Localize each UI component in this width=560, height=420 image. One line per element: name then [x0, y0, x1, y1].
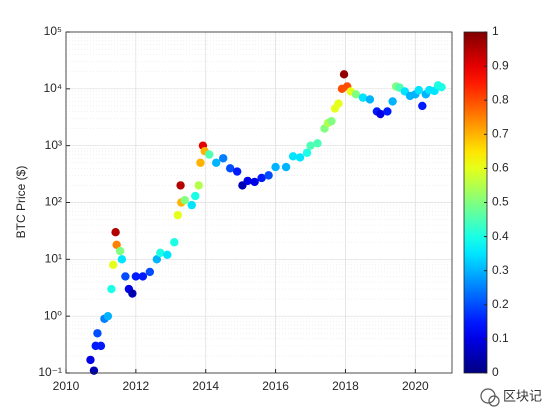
x-tick-label: 2016: [262, 379, 289, 393]
point: [271, 162, 280, 172]
y-tick-label: 10⁰: [44, 308, 62, 322]
point: [111, 228, 120, 237]
point: [128, 289, 137, 298]
point: [103, 311, 113, 321]
watermark-icon: [488, 395, 500, 407]
point: [176, 181, 185, 190]
point: [218, 154, 228, 163]
point: [194, 181, 203, 190]
point: [156, 248, 165, 258]
colorbar-tick-label: 0.2: [492, 297, 509, 311]
y-tick-label: 10³: [45, 138, 62, 152]
y-tick-label: 10⁵: [44, 24, 62, 38]
point: [108, 260, 118, 270]
point: [152, 255, 162, 264]
point: [117, 255, 127, 264]
y-axis-label: BTC Price ($): [14, 166, 28, 239]
point: [138, 272, 148, 281]
point: [243, 176, 252, 186]
y-tick-label: 10²: [45, 195, 62, 209]
colorbar-tick-label: 0.1: [492, 331, 509, 345]
point: [383, 107, 392, 116]
point: [131, 272, 141, 281]
point: [437, 82, 446, 92]
point: [281, 162, 291, 172]
colorbar-tick-label: 0.3: [492, 263, 509, 277]
x-tick-label: 2018: [332, 379, 359, 393]
colorbar-tick-label: 0.6: [492, 161, 509, 175]
point: [163, 250, 172, 260]
colorbar-tick-label: 0.4: [492, 229, 509, 243]
point: [358, 93, 368, 102]
point: [365, 95, 375, 104]
colorbar-tick-label: 0: [492, 365, 499, 379]
watermark: 区块记: [480, 388, 542, 407]
point: [170, 238, 179, 247]
x-tick-label: 2020: [402, 379, 429, 393]
point: [96, 341, 106, 351]
point: [180, 195, 189, 205]
plot-frame: [65, 31, 453, 374]
point: [334, 99, 343, 108]
point: [115, 246, 125, 256]
colorbar-tick-label: 1: [492, 24, 499, 38]
point: [196, 158, 205, 167]
point: [187, 200, 196, 210]
point: [212, 158, 221, 167]
point: [89, 366, 99, 375]
y-tick-label: 10⁻¹: [38, 365, 62, 379]
point: [145, 267, 155, 277]
colorbar-tick-label: 0.8: [492, 92, 509, 106]
point: [306, 141, 315, 150]
watermark-text: 区块记: [503, 390, 542, 405]
point: [257, 173, 266, 183]
point: [295, 153, 305, 162]
x-tick-label: 2012: [123, 379, 150, 393]
colorbar-tick-label: 0.9: [492, 58, 509, 72]
point: [327, 116, 336, 126]
point: [302, 148, 312, 157]
y-tick-label: 10⁴: [43, 81, 62, 95]
y-tick-label: 10¹: [45, 252, 62, 266]
point: [225, 164, 235, 173]
point: [232, 167, 242, 176]
point: [250, 177, 259, 187]
point: [191, 191, 200, 201]
x-tick-label: 2010: [53, 379, 80, 393]
point: [112, 240, 121, 250]
point: [388, 97, 397, 106]
colorbar: [463, 31, 488, 374]
point: [205, 150, 214, 159]
point: [288, 152, 298, 161]
point: [313, 139, 322, 148]
point: [93, 329, 102, 338]
x-tick-label: 2014: [192, 379, 219, 393]
point: [86, 355, 95, 365]
point: [351, 90, 361, 99]
colorbar-tick-label: 0.7: [492, 126, 509, 140]
point: [376, 109, 385, 119]
point: [339, 70, 349, 79]
point: [418, 101, 427, 111]
point: [107, 284, 116, 294]
point: [121, 272, 130, 281]
point: [414, 85, 424, 95]
colorbar-tick-label: 0.5: [492, 195, 509, 209]
point: [173, 210, 182, 220]
point: [264, 171, 273, 180]
